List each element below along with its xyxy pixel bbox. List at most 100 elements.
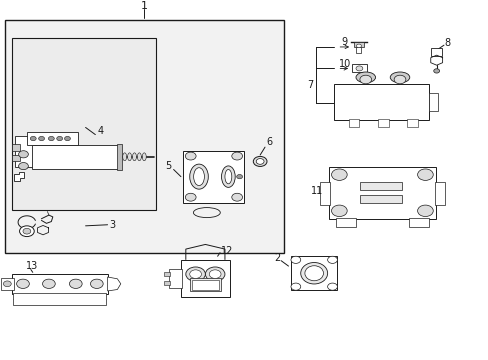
Circle shape [19,162,28,170]
Ellipse shape [300,262,327,284]
Ellipse shape [224,170,231,184]
Bar [5,20,283,253]
Bar [183,151,244,203]
Circle shape [48,136,54,141]
Bar [408,217,428,226]
Text: 6: 6 [266,137,272,147]
Bar [12,155,20,161]
Ellipse shape [137,153,141,161]
Circle shape [290,256,300,264]
Text: 9: 9 [341,37,347,47]
Text: 2: 2 [274,253,280,263]
Circle shape [331,205,346,216]
Ellipse shape [355,72,375,83]
Bar [335,217,355,226]
Bar [163,273,169,276]
Circle shape [327,256,337,264]
Bar [319,182,329,205]
Bar [117,144,122,170]
Text: 4: 4 [97,126,103,136]
Circle shape [290,283,300,290]
Bar [12,38,156,210]
Circle shape [331,169,346,180]
Bar [353,42,363,47]
Circle shape [20,226,34,237]
Circle shape [23,228,31,234]
Bar [1,278,14,290]
Ellipse shape [142,153,146,161]
Text: 7: 7 [307,80,313,90]
Bar [15,136,41,167]
Bar [333,84,428,120]
Circle shape [205,267,224,281]
Circle shape [30,136,36,141]
Circle shape [17,279,29,288]
Circle shape [19,151,28,158]
Circle shape [356,44,361,48]
Text: 1: 1 [141,1,147,11]
Circle shape [42,279,55,288]
Bar [181,260,229,297]
Circle shape [231,152,242,160]
Ellipse shape [389,72,409,83]
Bar [191,280,218,289]
Bar [430,48,441,56]
Bar [348,119,359,127]
Circle shape [185,152,196,160]
Circle shape [185,267,205,281]
Bar [32,145,120,168]
Circle shape [417,169,432,180]
Circle shape [231,193,242,201]
Bar [360,182,401,190]
Circle shape [355,66,362,71]
Circle shape [64,136,70,141]
Bar [351,64,366,72]
Polygon shape [14,172,24,181]
Text: 12: 12 [221,246,233,256]
Ellipse shape [305,266,323,281]
Polygon shape [107,277,121,291]
Circle shape [236,175,242,179]
Circle shape [39,136,44,141]
Bar [13,293,106,305]
Bar [12,274,107,294]
Circle shape [209,270,221,278]
Text: 8: 8 [444,39,449,48]
Text: 3: 3 [109,220,115,230]
Bar [328,167,435,219]
Text: 10: 10 [338,59,350,69]
Circle shape [57,136,62,141]
Text: 11: 11 [310,186,323,196]
Circle shape [393,75,405,84]
Bar [290,256,337,290]
Circle shape [3,281,11,287]
Circle shape [90,279,103,288]
Bar [428,93,437,111]
Circle shape [359,75,371,84]
Bar [434,182,444,205]
Bar [356,47,361,53]
Text: 5: 5 [165,161,171,171]
Bar [168,269,182,288]
Bar [407,119,417,127]
Text: 13: 13 [25,261,38,271]
Circle shape [433,69,439,73]
Bar [360,195,401,203]
Ellipse shape [193,168,204,186]
Ellipse shape [253,157,266,166]
Bar [163,281,169,285]
Ellipse shape [122,153,126,161]
Circle shape [69,279,82,288]
Circle shape [189,270,201,278]
Circle shape [327,283,337,290]
Circle shape [185,193,196,201]
Circle shape [417,205,432,216]
Ellipse shape [132,153,136,161]
Ellipse shape [189,164,208,189]
Bar [12,144,20,151]
Bar [27,132,78,145]
Bar [377,119,388,127]
Ellipse shape [127,153,131,161]
Bar [189,278,221,291]
Ellipse shape [221,166,235,187]
